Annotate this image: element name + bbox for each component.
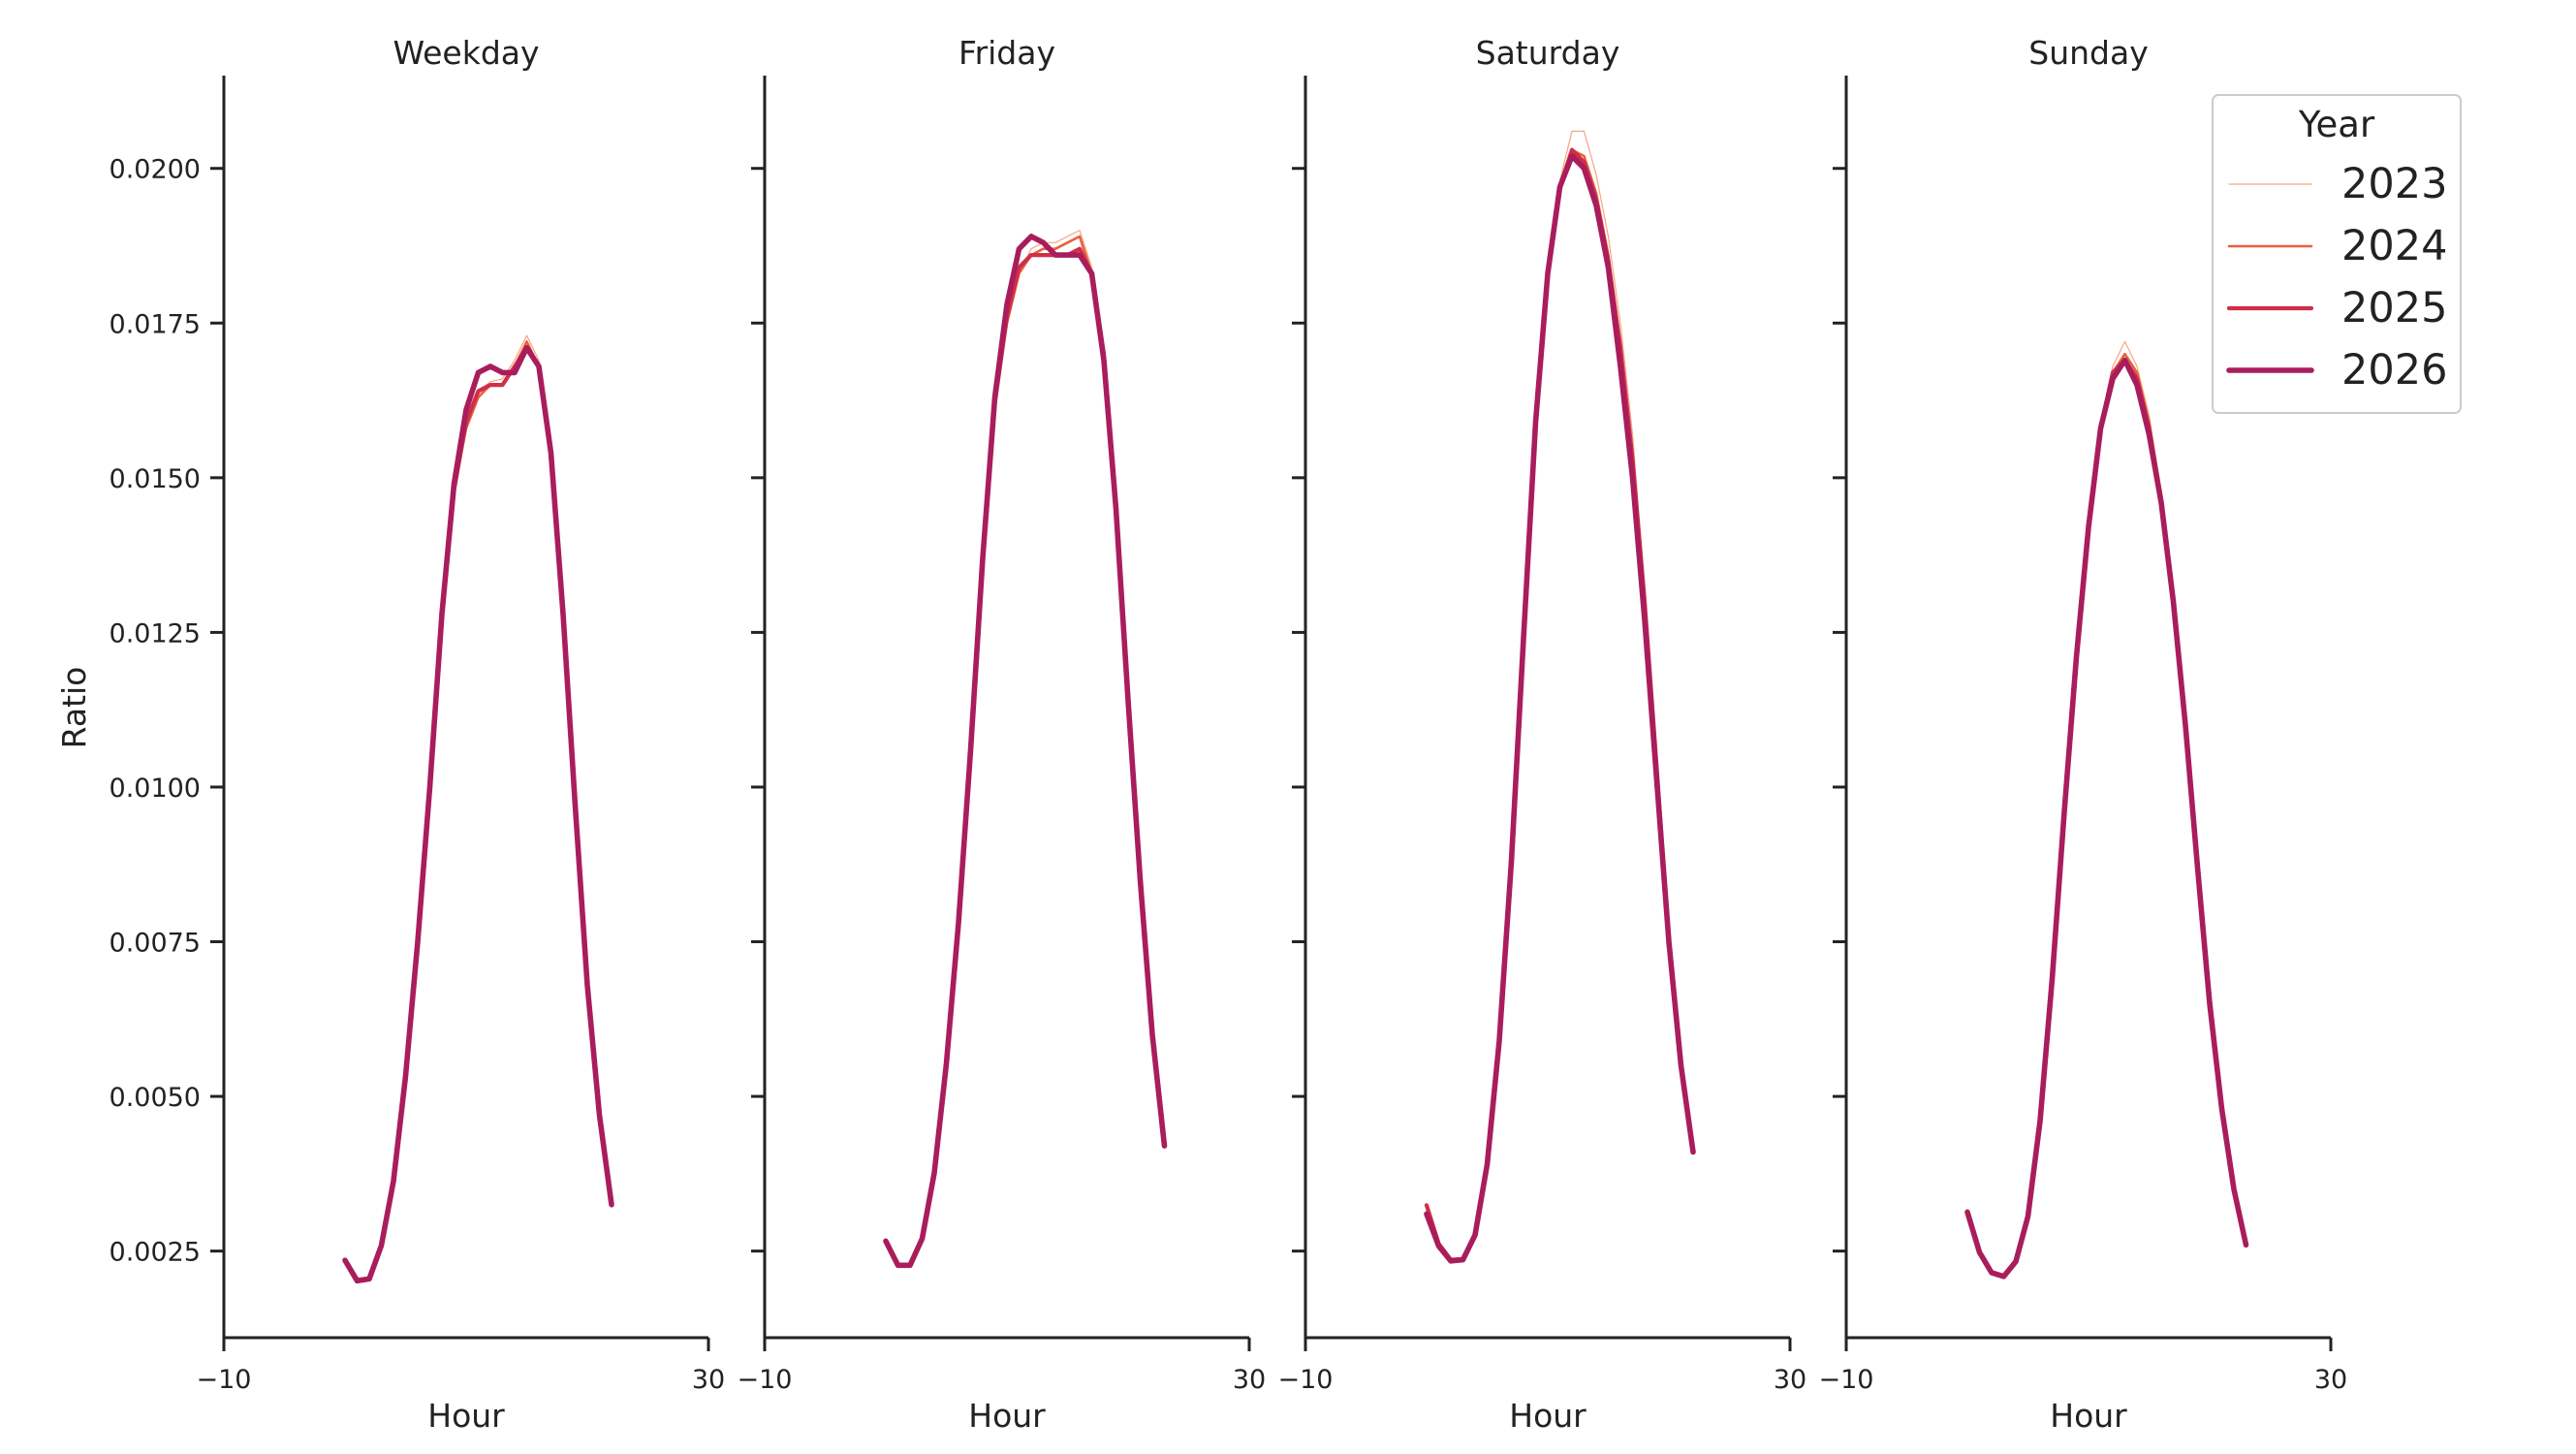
series-line-2024: [343, 340, 613, 1281]
x-axis-label: Hour: [968, 1397, 1046, 1435]
y-tick-label: 0.0125: [110, 618, 201, 648]
series-line-2026: [1424, 153, 1696, 1264]
x-tick-label: −10: [1278, 1365, 1334, 1395]
x-tick-label: −10: [1819, 1365, 1874, 1395]
series-line-2023: [885, 230, 1166, 1265]
series-line-2024: [1965, 352, 2247, 1277]
panel-weekday: Weekday 0.0025 0.0050 0.0075 0.0100 0.0125 0.0…: [110, 34, 726, 1435]
y-tick-label: 0.0175: [110, 309, 201, 339]
y-tick-label: 0.0200: [110, 155, 201, 185]
y-axis-label: Ratio: [55, 667, 93, 749]
x-tick-label: 30: [1774, 1365, 1806, 1395]
x-axis-label: Hour: [427, 1397, 505, 1435]
series-line-2025: [883, 246, 1167, 1267]
panel-saturday: Saturday −10 30 Hour: [1278, 34, 1807, 1435]
x-tick-label: −10: [738, 1365, 793, 1395]
panels: Weekday 0.0025 0.0050 0.0075 0.0100 0.0125 0.0…: [110, 34, 2348, 1435]
y-tick-label: 0.0050: [110, 1083, 201, 1113]
legend-label: 2026: [2341, 346, 2447, 395]
x-axis-label: Hour: [2050, 1397, 2127, 1435]
series-line-2026: [342, 345, 614, 1284]
series-line-2023: [1966, 340, 2247, 1277]
series-line-2025: [342, 345, 614, 1282]
legend-label: 2025: [2341, 284, 2447, 332]
panel-title: Saturday: [1476, 34, 1620, 72]
x-tick-label: 30: [2314, 1365, 2347, 1395]
y-tick-label: 0.0025: [110, 1238, 201, 1268]
legend-title: Year: [2298, 104, 2375, 145]
series-line-2025: [1964, 358, 2248, 1279]
panel-title: Weekday: [393, 34, 539, 72]
series-line-2024: [884, 235, 1166, 1266]
x-tick-label: 30: [692, 1365, 725, 1395]
panel-title: Friday: [958, 34, 1055, 72]
series-line-2023: [344, 334, 613, 1280]
panel-title: Sunday: [2028, 34, 2148, 72]
panel-friday: Friday −10 30 Hour: [738, 34, 1267, 1435]
legend: Year 2023 2024 2025 2026: [2212, 94, 2462, 414]
series-line-2026: [1964, 357, 2249, 1280]
x-tick-label: −10: [197, 1365, 252, 1395]
x-axis-label: Hour: [1509, 1397, 1586, 1435]
y-tick-label: 0.0150: [110, 464, 201, 494]
panel-sunday: Sunday −10 30 Hour: [1819, 34, 2348, 1435]
legend-label: 2024: [2341, 222, 2447, 270]
series-line-2026: [883, 234, 1168, 1269]
y-tick-label: 0.0075: [110, 929, 201, 959]
x-tick-label: 30: [1233, 1365, 1266, 1395]
legend-box: [2212, 94, 2462, 414]
legend-label: 2023: [2341, 160, 2447, 208]
y-tick-label: 0.0100: [110, 774, 201, 804]
